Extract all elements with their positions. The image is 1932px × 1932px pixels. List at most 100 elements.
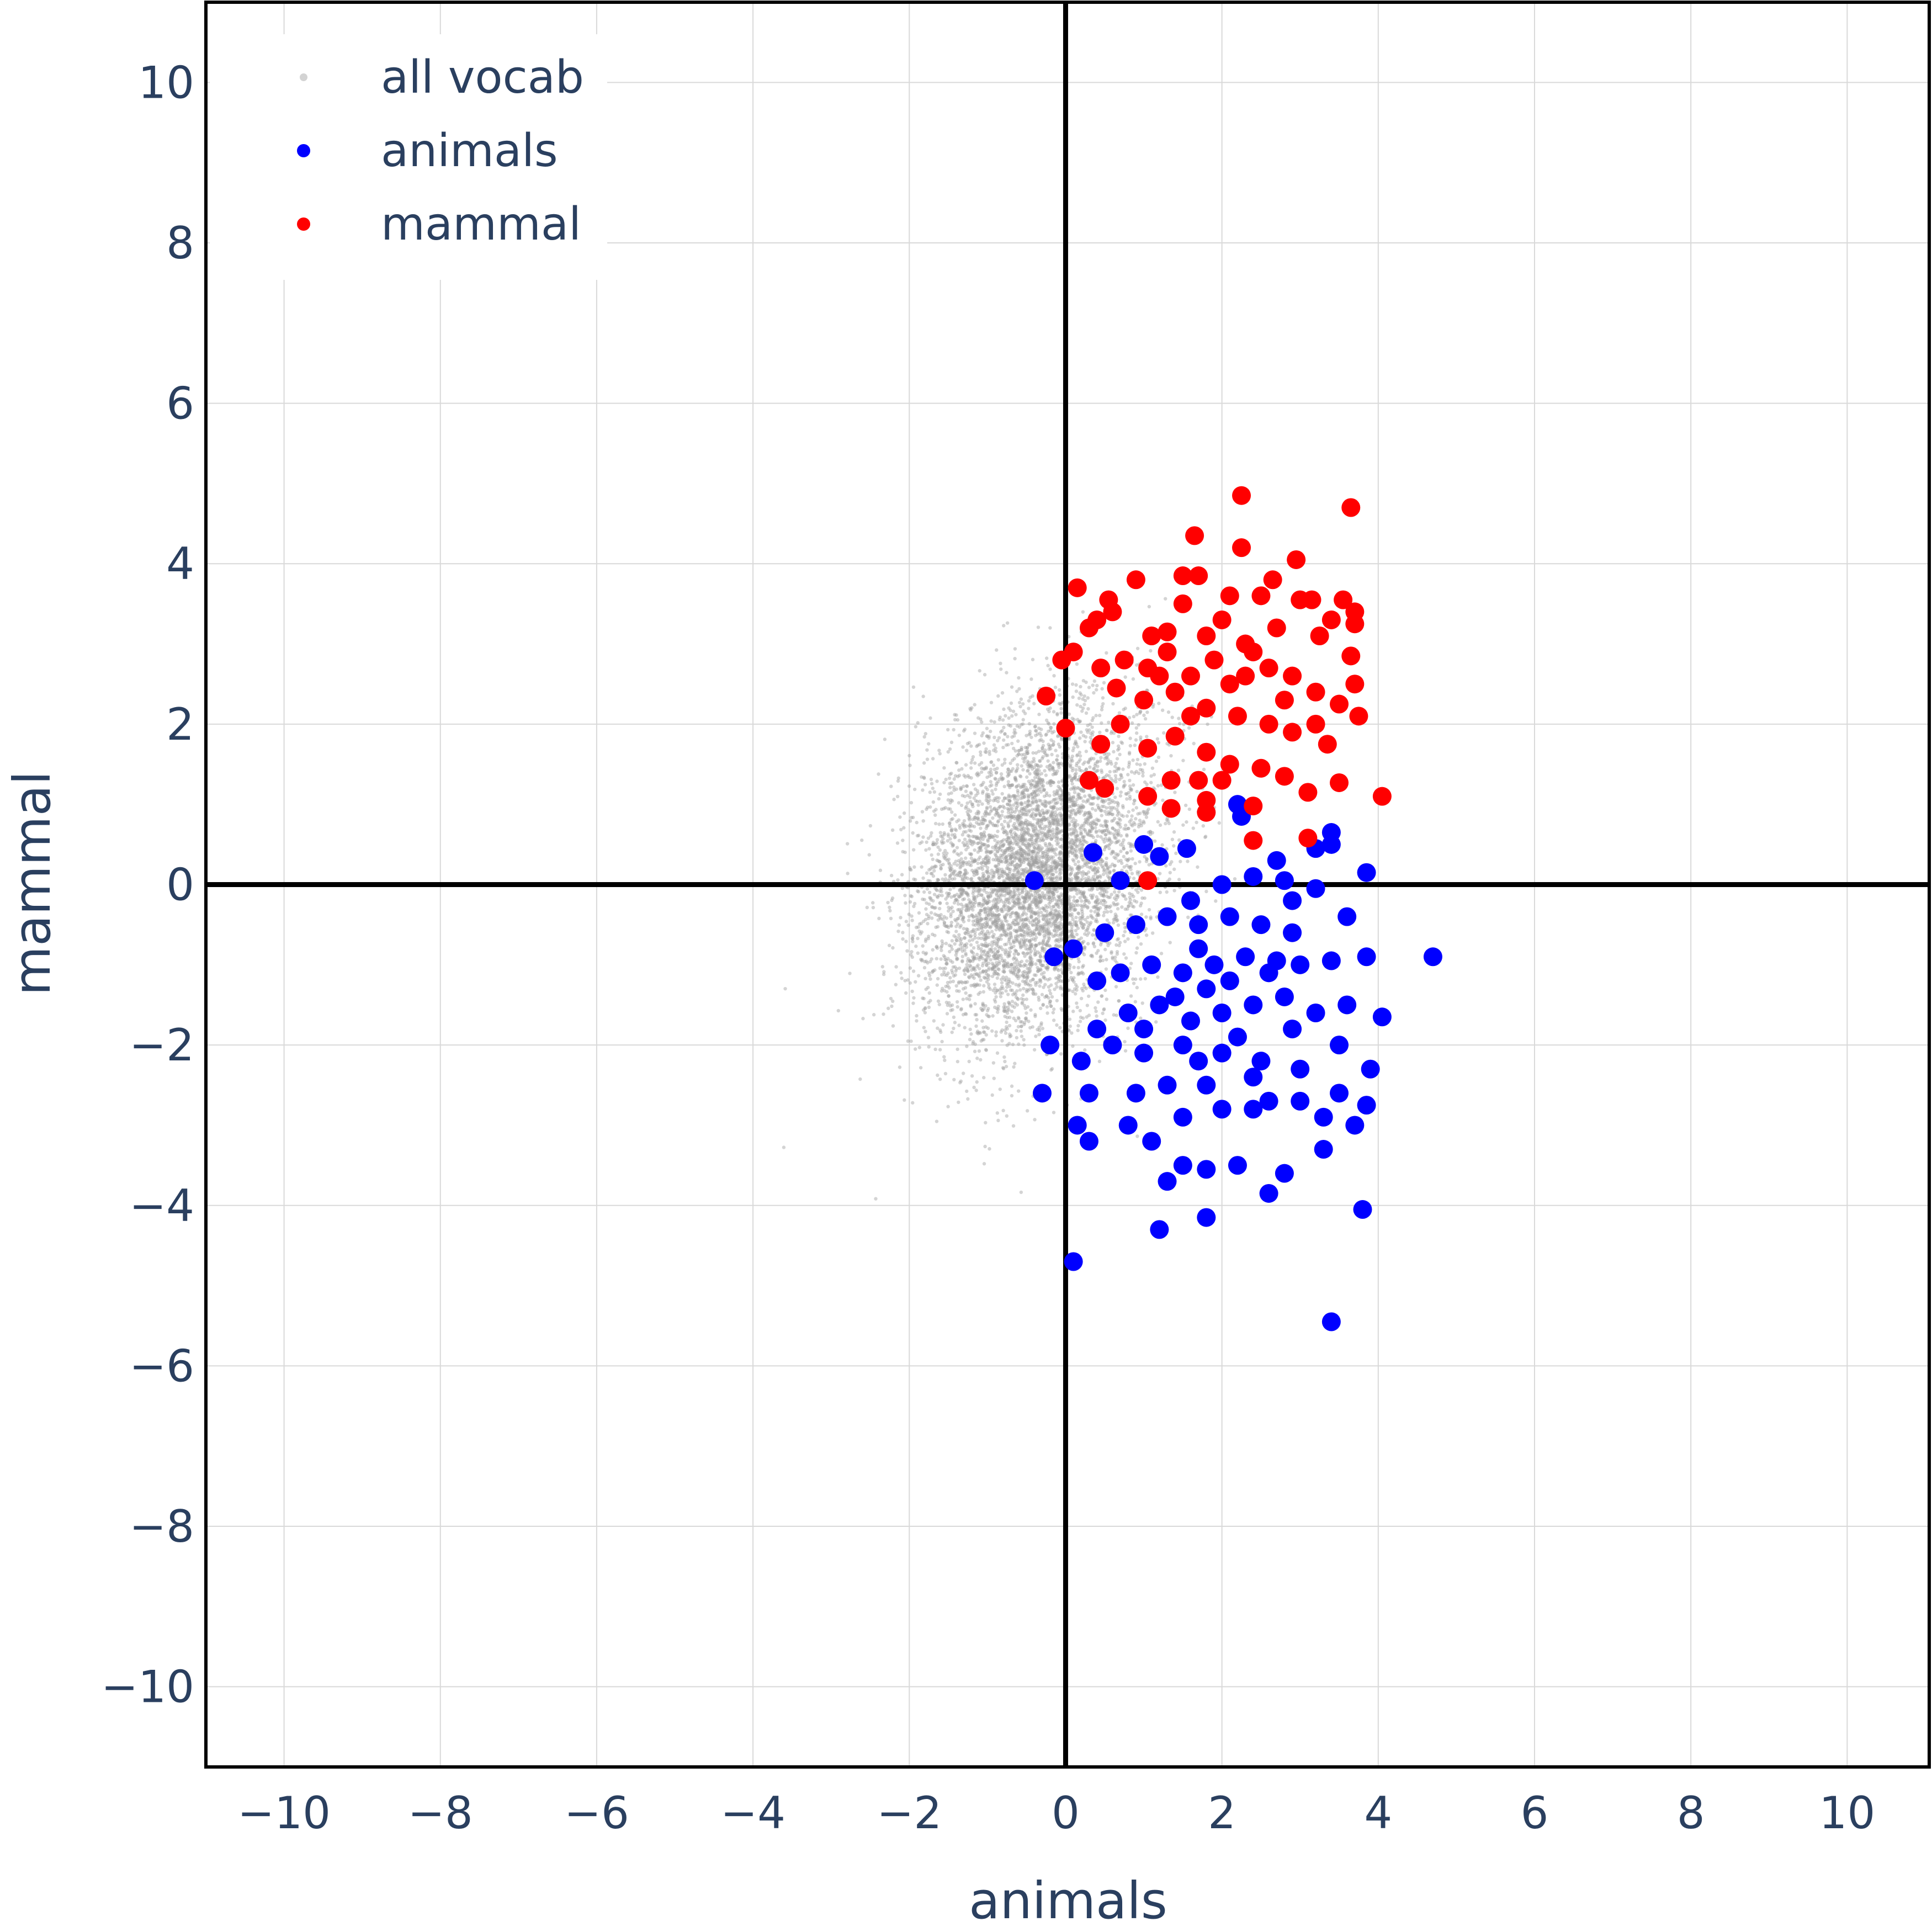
all-vocab-point [1112, 890, 1117, 894]
all-vocab-point [1021, 702, 1025, 706]
all-vocab-point [1181, 758, 1185, 762]
all-vocab-point [956, 1047, 959, 1052]
all-vocab-point [1112, 901, 1116, 905]
all-vocab-point [1100, 994, 1104, 998]
all-vocab-point [1023, 918, 1028, 922]
all-vocab-point [961, 841, 965, 845]
all-vocab-point [937, 749, 941, 752]
all-vocab-point [1074, 915, 1078, 920]
all-vocab-point [1116, 744, 1121, 748]
all-vocab-point [999, 986, 1003, 990]
all-vocab-point [962, 861, 965, 866]
all-vocab-point [1087, 1013, 1091, 1017]
all-vocab-point [1000, 899, 1004, 903]
all-vocab-point [909, 894, 913, 898]
all-vocab-point [1020, 1034, 1024, 1038]
all-vocab-point [1048, 895, 1052, 900]
all-vocab-point [999, 922, 1002, 927]
all-vocab-point [1021, 993, 1025, 997]
all-vocab-point [1043, 817, 1047, 821]
all-vocab-point [1111, 702, 1115, 706]
all-vocab-point [929, 911, 933, 915]
all-vocab-point [998, 1087, 1002, 1091]
all-vocab-point [953, 942, 957, 946]
all-vocab-point [957, 838, 961, 842]
all-vocab-point [860, 838, 864, 842]
all-vocab-point [1053, 919, 1058, 923]
all-vocab-point [993, 852, 997, 856]
all-vocab-point [1013, 839, 1017, 843]
all-vocab-point [960, 949, 964, 953]
all-vocab-point [1069, 913, 1073, 917]
all-vocab-point [1086, 730, 1090, 734]
all-vocab-point [1046, 872, 1050, 875]
all-vocab-point [1116, 902, 1120, 906]
all-vocab-point [1050, 805, 1054, 810]
all-vocab-point [1005, 985, 1009, 989]
all-vocab-point [1058, 806, 1062, 811]
all-vocab-point [1071, 843, 1075, 847]
all-vocab-point [1026, 832, 1031, 836]
all-vocab-point [1018, 837, 1022, 841]
all-vocab-point [978, 932, 982, 936]
all-vocab-point [1214, 899, 1218, 903]
all-vocab-point [1019, 1025, 1023, 1028]
all-vocab-point [1020, 836, 1023, 840]
all-vocab-point [1025, 988, 1029, 992]
all-vocab-point [981, 949, 986, 954]
all-vocab-point [1006, 814, 1010, 819]
all-vocab-point [954, 969, 958, 973]
all-vocab-point [1026, 871, 1029, 874]
all-vocab-point [991, 1014, 995, 1018]
all-vocab-point [949, 895, 953, 899]
all-vocab-point [1068, 878, 1071, 882]
all-vocab-point [947, 994, 951, 998]
all-vocab-point [888, 909, 892, 913]
all-vocab-point [947, 994, 951, 998]
all-vocab-point [1033, 858, 1037, 863]
all-vocab-point [1023, 930, 1027, 934]
all-vocab-point [974, 858, 978, 863]
all-vocab-point [916, 890, 921, 894]
all-vocab-point [932, 790, 937, 794]
all-vocab-point [1002, 889, 1006, 893]
all-vocab-point [982, 889, 986, 893]
all-vocab-point [1049, 917, 1053, 921]
all-vocab-point [952, 1015, 956, 1020]
all-vocab-point [1141, 774, 1145, 778]
all-vocab-point [928, 977, 932, 981]
all-vocab-point [1025, 845, 1029, 850]
all-vocab-point [1002, 901, 1006, 905]
all-vocab-point [1107, 876, 1112, 880]
all-vocab-point [1202, 767, 1206, 772]
all-vocab-point [1048, 626, 1052, 630]
all-vocab-point [997, 919, 1001, 922]
all-vocab-point [1233, 877, 1237, 881]
all-vocab-point [1000, 691, 1005, 695]
all-vocab-point [1015, 724, 1020, 728]
all-vocab-point [1008, 950, 1012, 954]
all-vocab-point [1000, 1039, 1004, 1043]
all-vocab-point [985, 908, 990, 912]
all-vocab-point [1111, 826, 1115, 830]
all-vocab-point [1089, 731, 1093, 735]
all-vocab-point [1115, 757, 1119, 761]
all-vocab-point [956, 922, 960, 926]
all-vocab-point [923, 939, 928, 943]
all-vocab-point [1105, 812, 1108, 816]
all-vocab-point [985, 930, 990, 933]
all-vocab-point [955, 863, 959, 867]
all-vocab-point [1016, 976, 1020, 980]
all-vocab-point [1004, 855, 1008, 859]
all-vocab-point [1217, 821, 1221, 825]
all-vocab-point [973, 984, 977, 989]
all-vocab-point [1057, 780, 1061, 784]
all-vocab-point [1090, 718, 1094, 723]
all-vocab-point [1138, 767, 1143, 772]
all-vocab-point [1020, 959, 1024, 963]
all-vocab-point [1165, 742, 1169, 746]
all-vocab-point [1042, 917, 1045, 921]
all-vocab-point [1117, 811, 1121, 815]
all-vocab-point [1100, 814, 1103, 818]
all-vocab-point [942, 831, 946, 835]
